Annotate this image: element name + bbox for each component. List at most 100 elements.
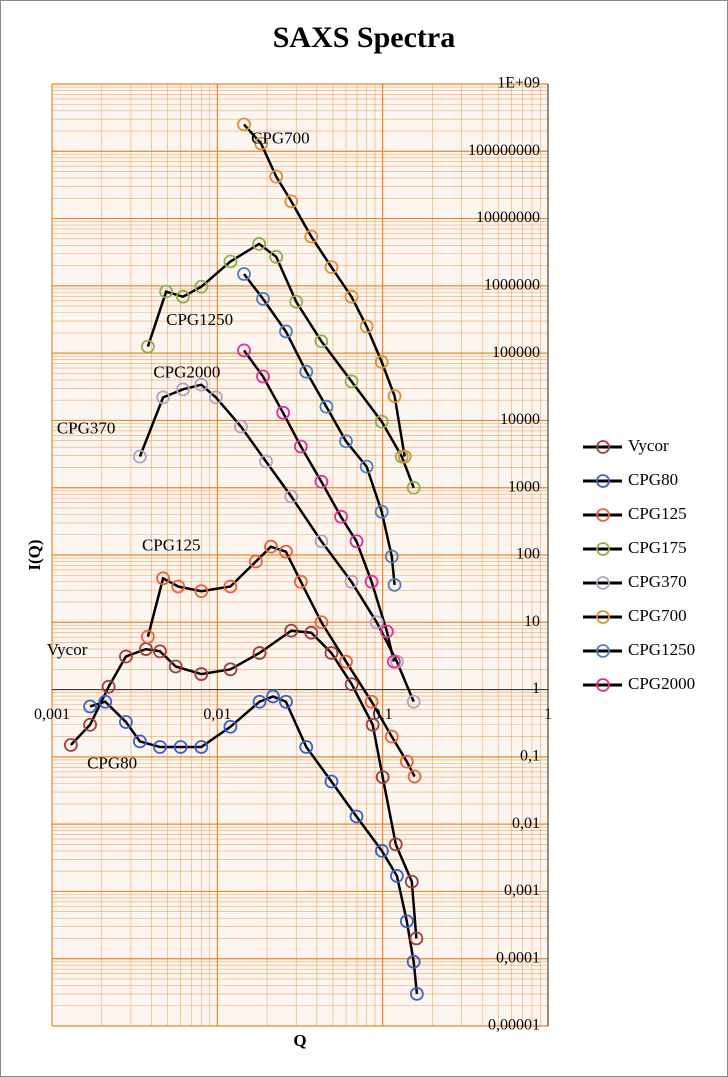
legend-marker <box>596 644 610 658</box>
y-tick-label: 100000 <box>492 344 540 361</box>
annotation: Vycor <box>47 640 88 659</box>
data-point <box>223 579 238 594</box>
data-point <box>208 390 223 405</box>
data-point <box>344 289 359 304</box>
y-tick-label: 0,001 <box>504 882 540 899</box>
data-point <box>194 740 209 754</box>
data-point <box>314 474 329 489</box>
data-point <box>319 399 334 414</box>
legend-label: CPG125 <box>628 504 687 523</box>
series-lines <box>69 123 419 995</box>
legend-label: CPG1250 <box>628 640 695 659</box>
legend-label: CPG370 <box>628 572 687 591</box>
data-point <box>156 390 171 405</box>
data-point <box>324 646 339 660</box>
y-tick-label: 1000 <box>508 478 540 495</box>
data-point <box>266 689 280 704</box>
legend-label: CPG2000 <box>628 674 695 693</box>
series-line <box>243 123 406 457</box>
y-tick-label: 1000000 <box>484 277 540 294</box>
data-point <box>132 734 147 749</box>
data-point <box>132 449 147 464</box>
data-point <box>237 267 251 281</box>
data-point <box>384 729 399 744</box>
series-line <box>138 383 415 703</box>
legend-marker <box>596 542 610 556</box>
legend-label: CPG175 <box>628 538 687 557</box>
data-point <box>407 769 422 784</box>
data-point <box>339 654 353 669</box>
data-point <box>63 738 78 752</box>
data-point <box>304 625 319 640</box>
y-tick-label: 1E+09 <box>497 75 540 92</box>
series-line <box>89 695 419 995</box>
data-point <box>390 869 404 883</box>
y-axis-title: I(Q) <box>25 539 44 570</box>
data-point <box>264 539 278 554</box>
data-point <box>293 574 308 589</box>
data-point <box>289 294 304 309</box>
annotation: CPG1250 <box>166 310 233 329</box>
data-point <box>252 646 267 660</box>
data-point <box>374 414 389 429</box>
data-point <box>279 694 293 709</box>
data-point <box>194 584 209 599</box>
data-point <box>359 459 374 474</box>
data-point <box>314 334 329 349</box>
data-point <box>223 719 238 734</box>
data-point <box>374 504 389 519</box>
data-point <box>284 489 299 504</box>
annotation: CPG2000 <box>153 362 220 381</box>
data-point <box>279 544 293 559</box>
data-point <box>119 715 133 729</box>
series-line <box>242 349 396 662</box>
data-point <box>344 574 359 589</box>
x-tick-label: 1 <box>544 706 552 723</box>
x-tick-label: 0,001 <box>34 706 70 723</box>
y-tick-label: 10 <box>524 613 540 630</box>
x-tick-label: 0,01 <box>203 706 231 723</box>
y-tick-label: 100 <box>516 546 540 563</box>
data-point <box>299 740 314 754</box>
data-point <box>176 382 190 397</box>
data-point <box>344 677 359 692</box>
data-point <box>237 343 251 358</box>
annotation: CPG125 <box>142 536 201 555</box>
data-point <box>83 717 98 732</box>
data-point <box>153 740 167 754</box>
legend-label: CPG700 <box>628 606 687 625</box>
data-point <box>173 740 188 754</box>
data-point <box>269 249 284 264</box>
data-point <box>344 374 359 389</box>
legend-label: Vycor <box>628 436 669 455</box>
data-point <box>375 844 389 858</box>
data-point <box>359 319 374 334</box>
data-point <box>406 694 421 709</box>
data-point <box>168 659 183 674</box>
data-point <box>284 194 299 209</box>
labels: 0,001 0,01 0,1 11E+091000000001000000010000… <box>34 75 695 1034</box>
data-point <box>406 480 421 495</box>
data-point <box>153 644 167 659</box>
x-axis-title: Q <box>293 1031 306 1050</box>
y-tick-label: 0,1 <box>520 748 540 765</box>
legend-marker <box>596 440 610 454</box>
data-point <box>334 509 348 524</box>
data-point <box>276 405 291 420</box>
series-markers <box>63 117 424 1001</box>
data-point <box>140 339 155 354</box>
y-tick-label: 0,00001 <box>488 1017 540 1034</box>
data-point <box>397 449 412 464</box>
series-line <box>146 242 415 489</box>
data-point <box>194 377 209 392</box>
data-point <box>119 649 133 664</box>
legend-marker <box>596 508 610 522</box>
grid <box>51 83 549 1027</box>
data-point <box>314 534 329 549</box>
data-point <box>293 439 308 454</box>
data-point <box>379 624 394 639</box>
data-point <box>387 389 402 403</box>
data-point <box>194 667 209 681</box>
data-point <box>409 986 424 1001</box>
